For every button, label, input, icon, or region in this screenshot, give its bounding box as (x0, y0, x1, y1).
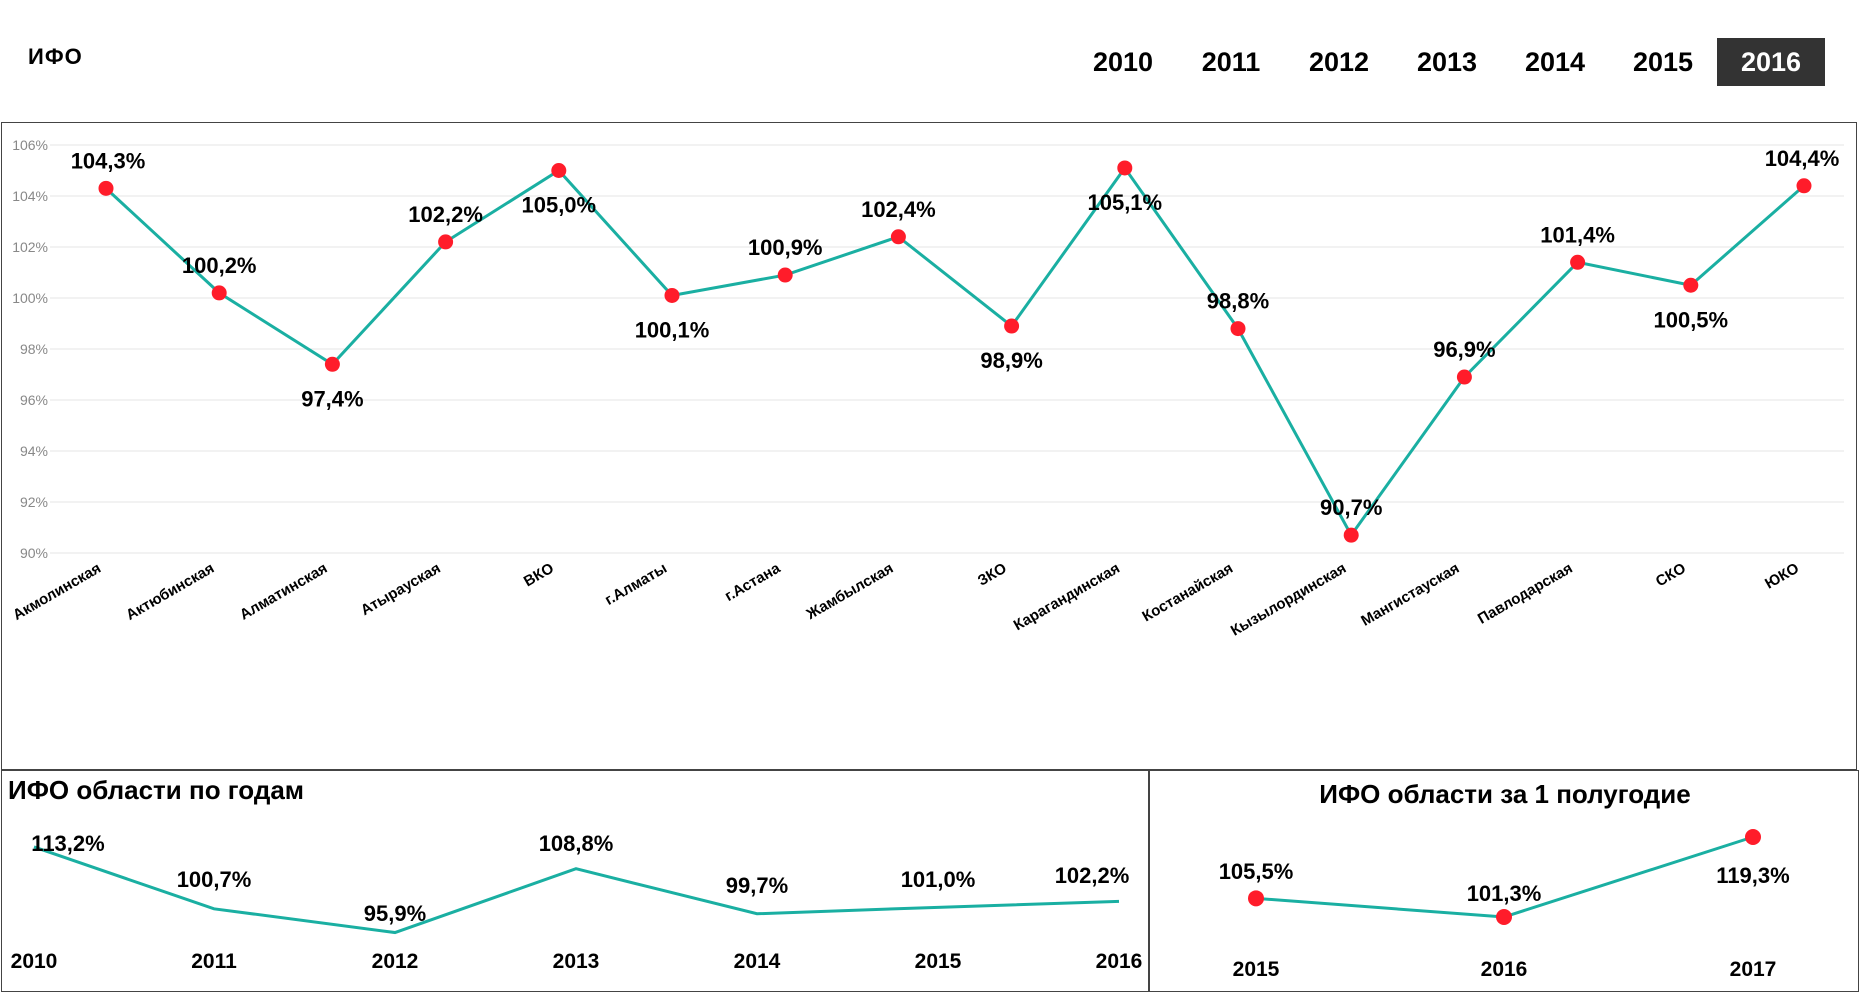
x-tick-label: СКО (1653, 560, 1689, 591)
data-point (1745, 829, 1761, 845)
x-tick-label: г.Астана (722, 559, 784, 605)
data-label: 100,7% (177, 867, 252, 892)
x-tick-label: ВКО (521, 560, 557, 591)
year-tab-2011[interactable]: 2011 (1201, 47, 1261, 77)
x-tick-label: 2014 (734, 950, 781, 973)
x-tick-label: Кызылординская (1228, 560, 1349, 640)
data-label: 100,9% (748, 235, 823, 260)
x-tick-label: 2012 (372, 950, 419, 973)
data-point (1117, 160, 1133, 176)
data-label: 96,9% (1433, 337, 1495, 362)
regions-chart: 90% 92% 94% 96% 98% 100% 102% 104% 106% 104,3% 100… (10, 137, 1844, 640)
x-tick-label: Атырауская (358, 560, 444, 619)
page-title: ИФО (28, 44, 83, 69)
data-point (1230, 321, 1246, 337)
data-label: 119,3% (1716, 863, 1789, 888)
years-chart: ИФО области по годам 113,2% 2010 100,7% 2011… (8, 775, 1143, 973)
data-label: 101,4% (1540, 222, 1615, 247)
data-point (1570, 254, 1586, 270)
data-point (211, 285, 227, 301)
years-chart-panel: ИФО области по годам 113,2% 2010 100,7% 2011… (1, 770, 1149, 992)
data-label: 105,5% (1219, 859, 1294, 884)
data-point (1683, 277, 1699, 293)
year-tab-2015[interactable]: 2015 (1632, 47, 1694, 77)
year-selector: 2010 2011 2012 2013 2014 2015 2016 (1069, 38, 1825, 86)
data-point (664, 287, 680, 303)
year-tab-2013[interactable]: 2013 (1416, 47, 1478, 77)
x-tick-label: 2015 (1233, 958, 1280, 981)
x-tick-label: 2011 (191, 950, 237, 973)
y-tick-label: 100% (12, 290, 48, 306)
year-tab-2014[interactable]: 2014 (1524, 47, 1586, 77)
data-label: 98,9% (980, 348, 1042, 373)
data-point (551, 163, 567, 178)
y-tick-label: 90% (20, 545, 48, 561)
series-line (104, 165, 1805, 538)
regions-chart-panel: 90% 92% 94% 96% 98% 100% 102% 104% 106% 104,3% 100… (1, 122, 1857, 770)
x-tick-label: Карагандинская (1011, 560, 1123, 635)
y-tick-label: 104% (12, 188, 48, 204)
y-tick-label: 96% (20, 392, 48, 408)
data-point (438, 234, 454, 250)
data-label: 102,2% (1055, 863, 1130, 888)
x-tick-label: Павлодарская (1475, 560, 1576, 628)
data-label: 102,2% (408, 202, 483, 227)
data-label: 100,5% (1653, 307, 1728, 332)
year-tab-2012[interactable]: 2012 (1308, 47, 1370, 77)
chart-title: ИФО области за 1 полугодие (1319, 779, 1691, 809)
x-tick-label: 2017 (1730, 958, 1777, 981)
year-tab-2010[interactable]: 2010 (1092, 47, 1154, 77)
data-label: 102,4% (861, 197, 936, 222)
x-tick-label: Костанайская (1139, 560, 1236, 626)
x-tick-label: Жамбылская (803, 560, 897, 624)
y-tick-label: 106% (12, 137, 48, 153)
data-label: 105,1% (1087, 190, 1162, 215)
data-label: 101,0% (901, 867, 976, 892)
x-tick-label: 2013 (553, 950, 600, 973)
year-tab-2016[interactable]: 2016 (1717, 38, 1825, 86)
x-tick-label: Мангистауская (1358, 560, 1462, 630)
data-label: 104,3% (71, 148, 146, 173)
x-tick-label: 2016 (1481, 958, 1528, 981)
data-label: 99,7% (726, 873, 788, 898)
data-label: 113,2% (31, 831, 104, 856)
series-line (33, 845, 1120, 935)
y-tick-label: 98% (20, 341, 48, 357)
y-tick-label: 94% (20, 443, 48, 459)
x-tick-label: 2016 (1096, 950, 1143, 973)
data-label: 90,7% (1320, 495, 1382, 520)
data-label: 100,1% (635, 317, 710, 342)
x-tick-label: Алматинская (237, 560, 331, 624)
data-point (1343, 527, 1359, 543)
data-point (777, 267, 793, 283)
data-label: 101,3% (1467, 881, 1542, 906)
x-tick-label: Акмолинская (10, 560, 104, 624)
data-point (1248, 890, 1264, 907)
halfyear-chart-panel: ИФО области за 1 полугодие 105,5% 2015 101,… (1149, 770, 1859, 992)
data-label: 100,2% (182, 253, 257, 278)
y-tick-label: 92% (20, 494, 48, 510)
data-label: 104,4% (1765, 146, 1840, 171)
data-label: 98,8% (1207, 289, 1269, 314)
data-point (1456, 369, 1472, 385)
x-tick-label: 2015 (915, 950, 962, 973)
data-point (98, 180, 114, 196)
data-label: 105,0% (521, 193, 596, 218)
chart-title: ИФО области по годам (8, 775, 304, 805)
data-point (324, 356, 340, 372)
y-tick-label: 102% (12, 239, 48, 255)
x-tick-label: г.Алматы (602, 560, 670, 609)
data-point (890, 229, 906, 245)
x-tick-label: Актюбинская (123, 560, 217, 624)
x-tick-label: ЮКО (1762, 560, 1802, 593)
data-point (1796, 178, 1812, 194)
halfyear-chart: ИФО области за 1 полугодие 105,5% 2015 101,… (1219, 779, 1790, 981)
data-label: 97,4% (301, 386, 363, 411)
data-point (1496, 909, 1512, 925)
data-label: 108,8% (539, 831, 614, 856)
data-point (1004, 318, 1020, 334)
data-label: 95,9% (364, 901, 426, 926)
x-tick-label: ЗКО (975, 560, 1010, 590)
x-tick-label: 2010 (11, 950, 58, 973)
